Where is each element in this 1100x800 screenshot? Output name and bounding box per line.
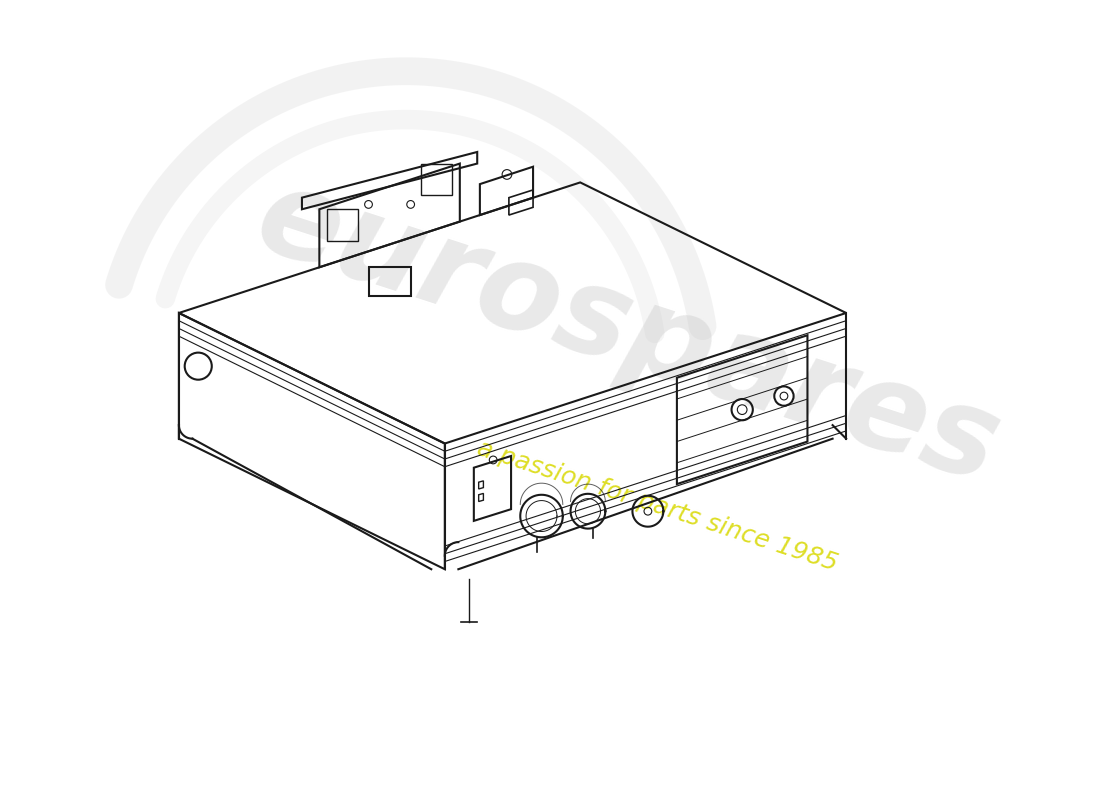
Text: a passion for parts since 1985: a passion for parts since 1985 — [474, 437, 840, 576]
Text: eurospares: eurospares — [243, 158, 1014, 507]
